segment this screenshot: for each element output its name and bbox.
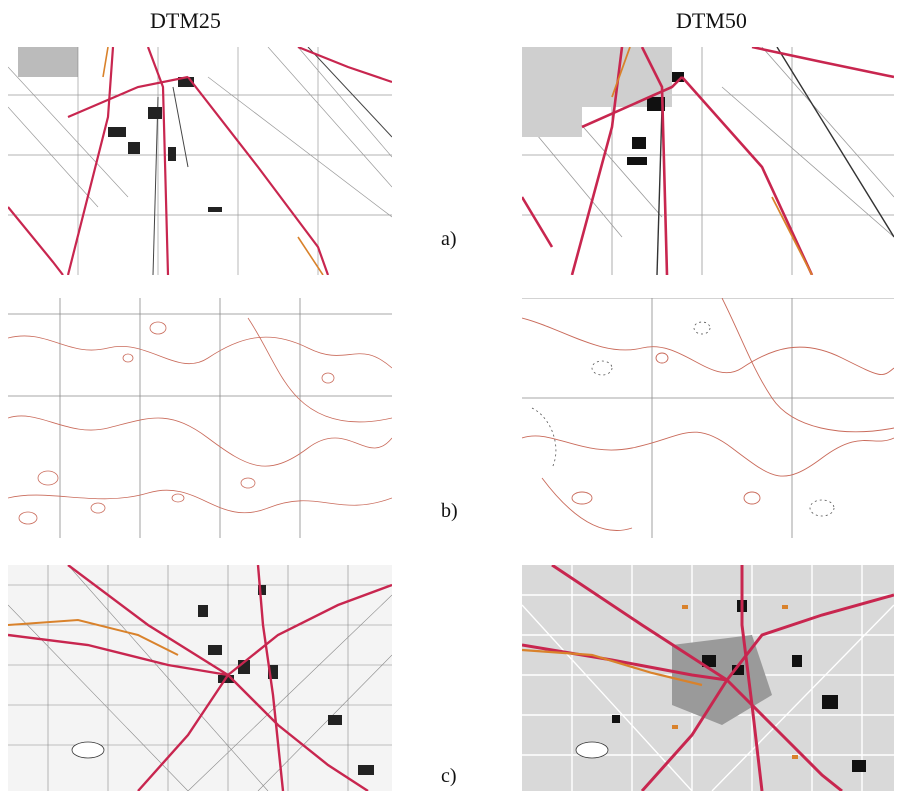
- map-c-dtm50: [522, 565, 894, 791]
- map-a-dtm50: [522, 47, 894, 275]
- map-b-dtm25: [8, 298, 392, 538]
- row-label-b: b): [441, 500, 458, 522]
- map-c-dtm25: [8, 565, 392, 791]
- row-label-c: c): [441, 765, 457, 787]
- row-label-a: a): [441, 228, 457, 250]
- map-b-dtm50: [522, 298, 894, 538]
- column-title-dtm50: DTM50: [676, 8, 747, 33]
- column-title-dtm25: DTM25: [150, 8, 221, 33]
- map-a-dtm25: [8, 47, 392, 275]
